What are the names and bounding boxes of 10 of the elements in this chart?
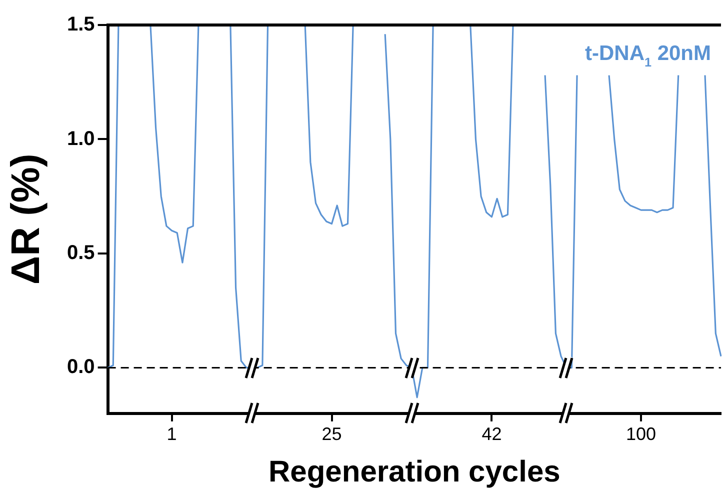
- x-tick-label: 42: [482, 424, 502, 444]
- x-tick-label: 100: [626, 424, 656, 444]
- x-tick-label: 25: [322, 424, 342, 444]
- x-tick-label: 1: [166, 424, 177, 444]
- x-axis-title: Regeneration cycles: [268, 455, 560, 488]
- y-axis-title: ΔR (%): [4, 154, 48, 285]
- y-tick-label: 1.0: [66, 128, 95, 150]
- y-tick-label: 0.5: [66, 242, 95, 264]
- y-tick-label: 0.0: [66, 356, 95, 378]
- y-tick-label: 1.5: [66, 14, 95, 36]
